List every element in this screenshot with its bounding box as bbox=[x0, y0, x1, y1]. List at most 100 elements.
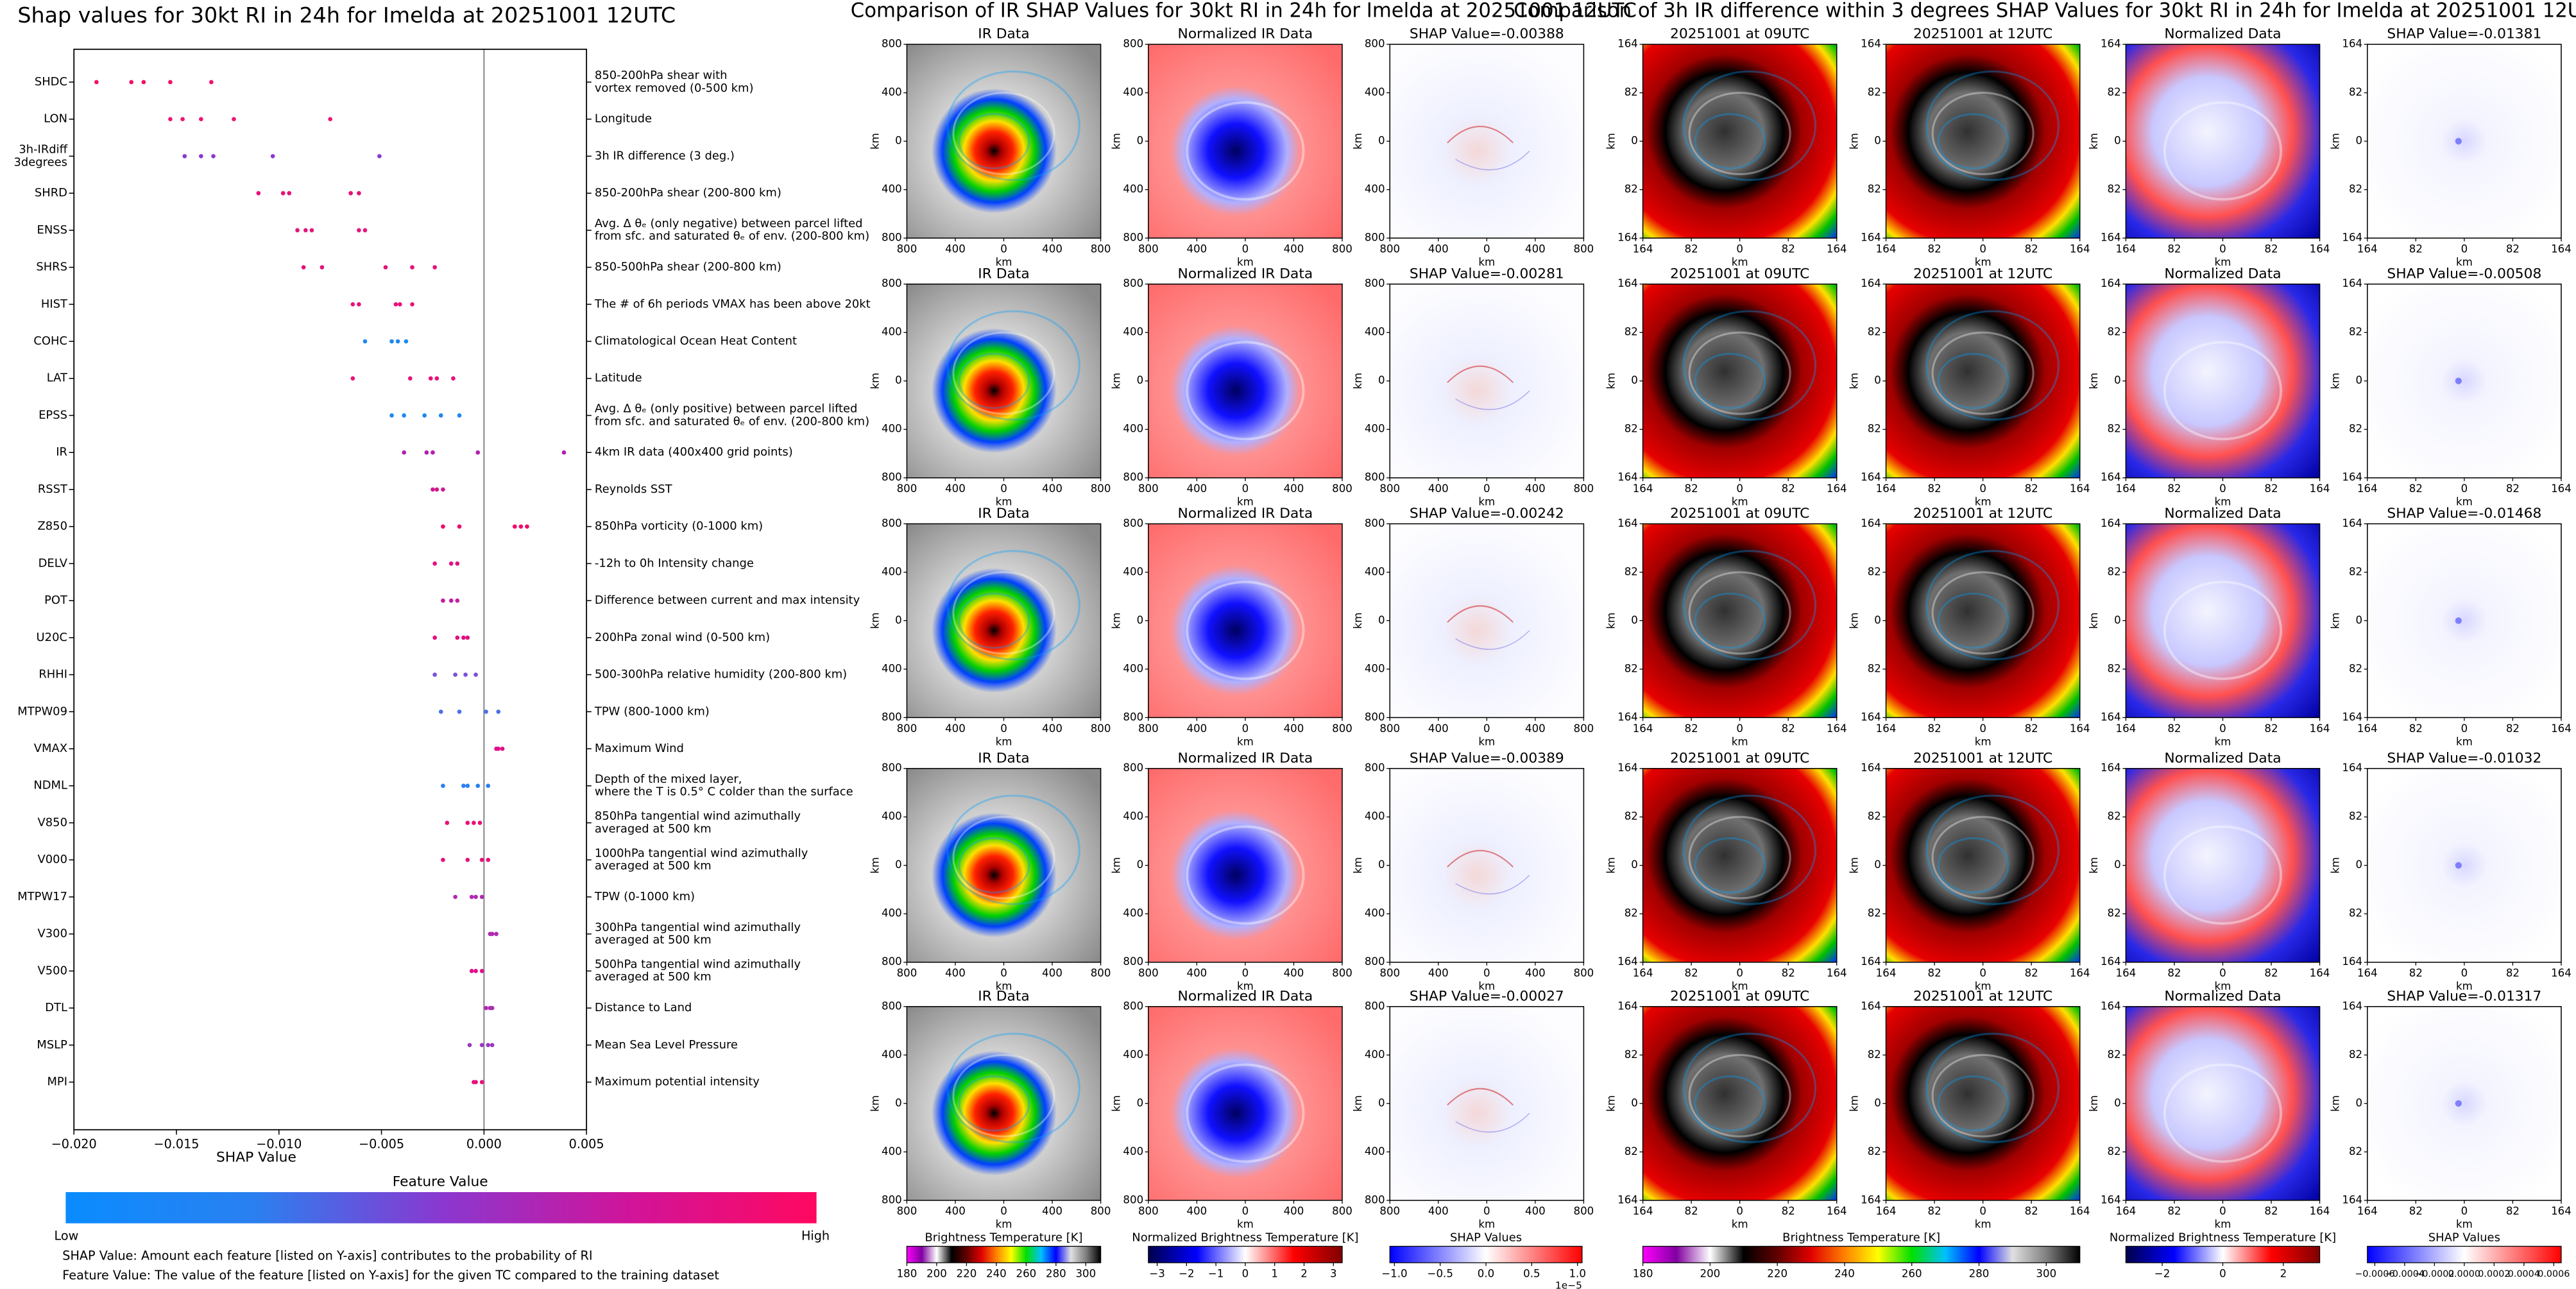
colorbar-tick-label: 0 bbox=[1242, 1267, 1249, 1279]
shap-point bbox=[422, 413, 427, 418]
y-tick-label: 800 bbox=[882, 762, 902, 774]
y-tick-label: NDML bbox=[33, 779, 67, 792]
y-tick-label: 0 bbox=[1874, 614, 1881, 626]
x-tick-label: 800 bbox=[897, 967, 917, 979]
cloud-band bbox=[1931, 331, 2034, 415]
colorbar-tick-label: 280 bbox=[1046, 1267, 1066, 1279]
y-tick-label: V500 bbox=[38, 964, 67, 977]
colorbar-tick-label: 200 bbox=[1700, 1267, 1721, 1279]
x-axis-label: km bbox=[1732, 496, 1748, 508]
y-tick-label: 800 bbox=[882, 471, 902, 483]
colorbar-tick-label: 220 bbox=[957, 1267, 977, 1279]
x-tick-label: 400 bbox=[945, 967, 966, 979]
x-axis-label: km bbox=[996, 1218, 1012, 1231]
x-tick-label: 164 bbox=[2357, 482, 2378, 495]
y-tick-label: 0 bbox=[2114, 135, 2121, 147]
x-tick-label: 400 bbox=[1428, 722, 1449, 735]
y-tick-label: 164 bbox=[2342, 1193, 2362, 1206]
shap-point bbox=[432, 265, 437, 269]
cloud-band bbox=[1186, 581, 1305, 680]
x-tick-label: 82 bbox=[2264, 1205, 2278, 1217]
y-tick-label: 800 bbox=[1365, 1193, 1385, 1206]
x-tick-label: 0 bbox=[1483, 482, 1490, 495]
shap-point bbox=[477, 821, 482, 825]
x-axis-label: km bbox=[1732, 1218, 1748, 1231]
colorbar-tick-label: −2 bbox=[2154, 1267, 2171, 1279]
image-panel bbox=[907, 768, 1101, 962]
image-panel bbox=[2126, 1006, 2320, 1200]
shap-point bbox=[490, 1043, 495, 1048]
shap-point bbox=[467, 1043, 472, 1048]
colorbar-tick-label: 220 bbox=[1767, 1267, 1787, 1279]
image-panel bbox=[1642, 284, 1837, 478]
colorbar-tick-label: 180 bbox=[897, 1267, 917, 1279]
x-tick-label: 82 bbox=[1685, 967, 1698, 979]
x-tick-label: 400 bbox=[945, 482, 966, 495]
x-tick-label: 800 bbox=[1091, 1205, 1111, 1217]
colorbar-tick-label: 200 bbox=[926, 1267, 947, 1279]
x-axis-label: km bbox=[1732, 980, 1748, 993]
x-tick-label: 164 bbox=[1876, 722, 1897, 735]
y-tick-label: 0 bbox=[1137, 1097, 1144, 1109]
colorbar bbox=[906, 1245, 1102, 1263]
x-axis-label: km bbox=[996, 496, 1012, 508]
panel-title: 20251001 at 12UTC bbox=[1913, 988, 2052, 1004]
shap-point bbox=[494, 932, 499, 936]
x-tick-label: 400 bbox=[1525, 967, 1546, 979]
plot-frame bbox=[73, 48, 588, 1131]
shap-point bbox=[432, 635, 437, 640]
shap-point bbox=[199, 117, 203, 122]
shap-feature bbox=[2455, 137, 2462, 145]
x-tick-label: 800 bbox=[1091, 722, 1111, 735]
y-tick-label: 800 bbox=[1123, 762, 1143, 774]
cloud-band bbox=[1688, 815, 1791, 900]
panel-title: Normalized Data bbox=[2164, 266, 2281, 282]
y-axis-label: km bbox=[2088, 373, 2100, 389]
x-tick-label: 82 bbox=[2025, 722, 2038, 735]
x-tick-label: 800 bbox=[1379, 967, 1400, 979]
x-tick-label: 164 bbox=[1827, 722, 1847, 735]
x-tick-label: 82 bbox=[2167, 243, 2181, 255]
y-tick-label: 800 bbox=[882, 232, 902, 244]
cloud-band bbox=[1937, 1075, 2009, 1132]
y-tick-label: 0 bbox=[1378, 374, 1385, 386]
shap-feature bbox=[1447, 1088, 1514, 1106]
feature-description: Maximum Wind bbox=[595, 742, 684, 755]
shap-point bbox=[479, 1043, 484, 1048]
y-tick-label: 0 bbox=[895, 374, 902, 386]
panel-title: Normalized Data bbox=[2164, 750, 2281, 766]
y-tick-label: 800 bbox=[882, 277, 902, 289]
x-tick-label: 164 bbox=[2310, 243, 2330, 255]
panel-title: SHAP Value=-0.01032 bbox=[2387, 750, 2541, 766]
colorbar bbox=[1389, 1245, 1583, 1263]
colorbar-tick-label: 0.0 bbox=[1478, 1267, 1494, 1279]
y-tick-label: 164 bbox=[1861, 1193, 1881, 1206]
cloud-band bbox=[1925, 794, 2060, 905]
shap-point bbox=[428, 376, 433, 381]
shap-point bbox=[473, 969, 478, 973]
y-axis-label: km bbox=[869, 1095, 881, 1112]
y-tick-label: 0 bbox=[1631, 1097, 1638, 1109]
y-axis-label: km bbox=[2088, 133, 2100, 149]
y-tick-label: LAT bbox=[47, 371, 67, 385]
y-tick-label: MTPW09 bbox=[17, 704, 67, 718]
x-tick-label: 82 bbox=[1928, 1205, 1941, 1217]
x-tick-label: 800 bbox=[1379, 243, 1400, 255]
y-tick-label: 164 bbox=[1861, 232, 1881, 244]
image-panel bbox=[1148, 768, 1342, 962]
shap-point bbox=[431, 487, 435, 492]
y-axis-label: km bbox=[1848, 857, 1860, 874]
x-axis-label: km bbox=[2456, 256, 2473, 268]
feature-description: 300hPa tangential wind azimuthally averag… bbox=[595, 921, 801, 947]
y-tick-label: 0 bbox=[1378, 1097, 1385, 1109]
colorbar-label: Brightness Temperature [K] bbox=[1782, 1231, 1940, 1245]
y-tick-label: 164 bbox=[1617, 711, 1638, 723]
y-axis-label: km bbox=[1352, 1095, 1364, 1112]
colorbar-tick-label: 260 bbox=[1016, 1267, 1037, 1279]
x-tick-label: 800 bbox=[1138, 243, 1159, 255]
y-axis-label: km bbox=[1352, 373, 1364, 389]
y-tick-label: 800 bbox=[1365, 711, 1385, 723]
x-tick-label: 82 bbox=[1928, 243, 1941, 255]
y-tick-label: 82 bbox=[1625, 423, 1638, 435]
y-tick-label: 82 bbox=[1868, 565, 1881, 577]
